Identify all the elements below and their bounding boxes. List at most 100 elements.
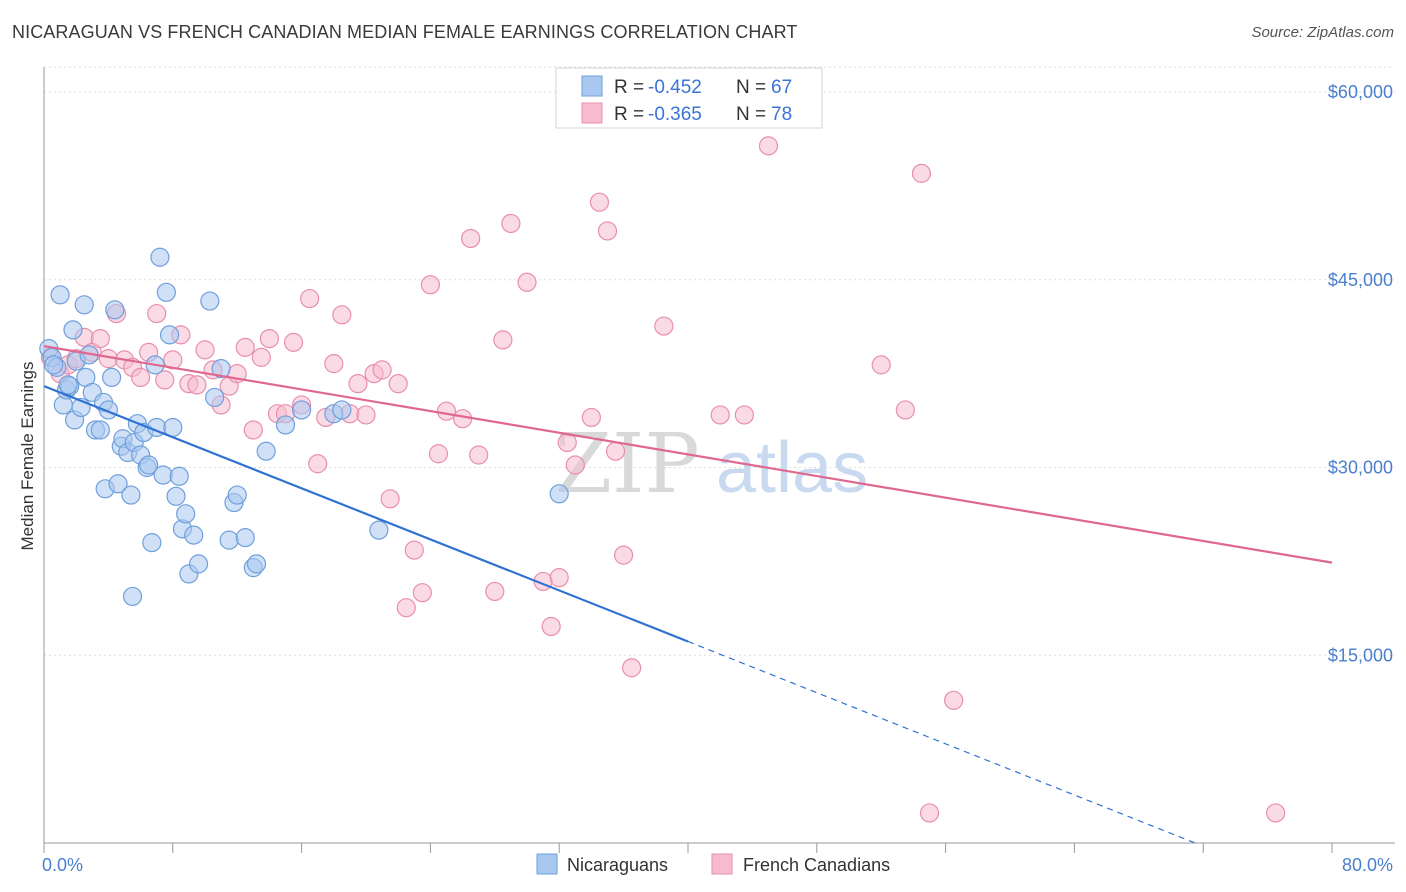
y-tick-label: $45,000	[1328, 270, 1393, 290]
data-point-nicaraguans	[332, 400, 352, 420]
data-point-french-canadians	[919, 803, 940, 823]
data-point-nicaraguans	[108, 474, 128, 494]
data-point-french-canadians	[469, 445, 489, 465]
y-tick-labels: $15,000 $30,000 $45,000 $60,000	[1328, 82, 1393, 665]
data-point-french-canadians	[654, 316, 674, 336]
legend-r-value-1: -0.452	[648, 77, 702, 98]
data-point-french-canadians	[597, 221, 618, 241]
y-axis-title: Median Female Earnings	[18, 362, 37, 551]
data-point-nicaraguans	[153, 465, 173, 485]
data-point-nicaraguans	[50, 285, 70, 305]
data-point-french-canadians	[541, 616, 561, 637]
data-point-french-canadians	[758, 136, 779, 156]
data-point-nicaraguans	[256, 441, 276, 461]
source-credit: Source: ZipAtlas.com	[1251, 24, 1394, 41]
data-point-french-canadians	[944, 690, 964, 710]
data-point-nicaraguans	[142, 533, 162, 553]
data-point-nicaraguans	[219, 530, 239, 550]
data-point-french-canadians	[581, 407, 602, 428]
data-point-french-canadians	[372, 360, 392, 380]
legend-label-nicaraguans: Nicaraguans	[567, 855, 668, 875]
data-point-french-canadians	[517, 272, 537, 292]
chart-title: NICARAGUAN VS FRENCH CANADIAN MEDIAN FEM…	[12, 22, 798, 42]
data-point-nicaraguans	[235, 528, 255, 548]
data-point-french-canadians	[90, 329, 110, 349]
y-tick-label: $60,000	[1328, 82, 1393, 102]
data-point-french-canadians	[911, 163, 932, 183]
data-point-french-canadians	[549, 568, 569, 588]
x-tick-label-min: 0.0%	[42, 855, 83, 875]
data-point-french-canadians	[622, 658, 642, 678]
data-point-nicaraguans	[159, 325, 180, 345]
data-point-french-canadians	[485, 581, 505, 602]
watermark-atlas: atlas	[716, 428, 868, 508]
legend-n-label-1: N =	[736, 77, 766, 98]
data-point-nicaraguans	[369, 520, 389, 540]
data-point-french-canadians	[388, 374, 408, 394]
data-point-nicaraguans	[156, 282, 176, 302]
legend-swatch-nicaraguans	[536, 853, 558, 875]
data-point-french-canadians	[131, 367, 151, 387]
data-point-french-canadians	[251, 347, 271, 367]
data-point-french-canadians	[501, 213, 521, 234]
data-point-french-canadians	[300, 288, 320, 309]
data-point-nicaraguans	[169, 466, 189, 486]
trendline-nicaraguans-extension	[687, 640, 1196, 844]
data-point-nicaraguans	[275, 415, 296, 435]
data-point-french-canadians	[453, 409, 473, 429]
trendline-nicaraguans	[43, 385, 689, 643]
data-point-nicaraguans	[121, 485, 141, 505]
data-point-french-canadians	[348, 374, 368, 394]
data-point-french-canadians	[895, 400, 915, 420]
data-point-nicaraguans	[176, 504, 196, 524]
axes	[43, 67, 1395, 853]
trendline-french-canadians	[43, 345, 1333, 564]
data-point-french-canadians	[871, 355, 891, 375]
data-point-french-canadians	[147, 303, 167, 324]
legend-n-label-2: N =	[736, 104, 766, 125]
legend-n-value-1: 67	[771, 77, 792, 98]
x-tick-labels: 0.0% 80.0%	[42, 855, 1393, 875]
data-point-french-canadians	[283, 332, 304, 352]
data-point-french-canadians	[243, 420, 263, 440]
data-point-nicaraguans	[184, 525, 204, 545]
legend-swatch-pink	[581, 102, 603, 124]
x-tick-label-max: 80.0%	[1342, 855, 1393, 875]
data-point-french-canadians	[308, 454, 328, 474]
series-french-canadians	[40, 136, 1286, 823]
legend-n-value-2: 78	[771, 104, 792, 125]
data-point-french-canadians	[332, 305, 352, 325]
trendlines	[43, 345, 1333, 844]
data-point-french-canadians	[380, 489, 400, 509]
data-point-nicaraguans	[549, 484, 569, 504]
legend-label-french-canadians: French Canadians	[743, 855, 890, 875]
data-point-nicaraguans	[139, 455, 159, 475]
data-point-nicaraguans	[74, 295, 94, 315]
data-point-nicaraguans	[227, 485, 247, 505]
data-point-french-canadians	[428, 444, 449, 464]
data-point-french-canadians	[565, 455, 585, 475]
legend-swatch-blue	[581, 75, 603, 97]
data-point-french-canadians	[605, 441, 626, 461]
data-point-french-canadians	[187, 375, 207, 395]
data-point-nicaraguans	[44, 355, 64, 375]
data-point-french-canadians	[155, 370, 175, 390]
data-point-french-canadians	[710, 405, 730, 425]
data-point-nicaraguans	[102, 367, 122, 387]
data-point-french-canadians	[1266, 803, 1286, 823]
grid-lines	[44, 66, 1395, 656]
data-point-nicaraguans	[63, 320, 83, 340]
data-point-french-canadians	[734, 405, 754, 425]
data-point-french-canadians	[195, 340, 215, 360]
data-point-nicaraguans	[188, 554, 209, 574]
legend-r-value-2: -0.365	[648, 104, 702, 125]
data-point-nicaraguans	[122, 586, 143, 607]
data-point-nicaraguans	[246, 554, 267, 574]
data-point-french-canadians	[396, 598, 416, 618]
data-point-nicaraguans	[166, 486, 186, 506]
data-point-french-canadians	[589, 192, 610, 212]
data-point-french-canadians	[412, 583, 432, 603]
data-point-nicaraguans	[211, 359, 231, 379]
series-legend: Nicaraguans French Canadians	[536, 853, 890, 875]
